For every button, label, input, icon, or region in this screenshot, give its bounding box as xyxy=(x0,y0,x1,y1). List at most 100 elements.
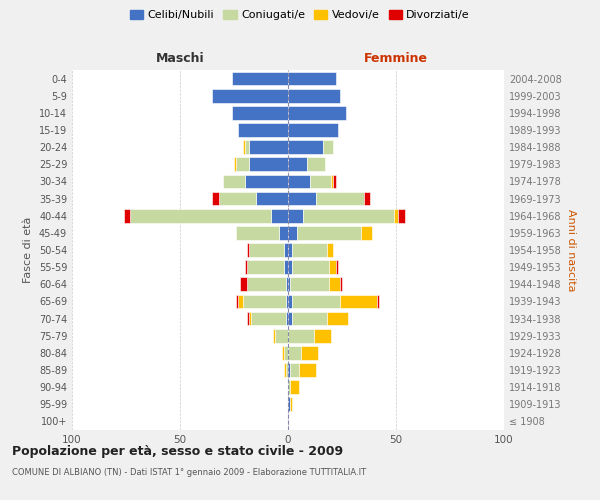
Bar xyxy=(364,192,370,205)
Bar xyxy=(245,174,288,188)
Bar xyxy=(323,140,334,154)
Bar xyxy=(292,294,340,308)
Bar xyxy=(212,192,219,205)
Y-axis label: Anni di nascita: Anni di nascita xyxy=(566,209,575,291)
Bar xyxy=(288,278,290,291)
Bar xyxy=(275,329,288,342)
Bar xyxy=(288,106,346,120)
Bar xyxy=(249,312,251,326)
Bar xyxy=(286,363,288,377)
Bar xyxy=(290,380,299,394)
Bar xyxy=(232,106,288,120)
Bar xyxy=(288,192,316,205)
Bar xyxy=(247,312,249,326)
Y-axis label: Fasce di età: Fasce di età xyxy=(23,217,33,283)
Bar xyxy=(288,398,290,411)
Bar xyxy=(290,398,292,411)
Bar xyxy=(292,260,329,274)
Bar xyxy=(288,123,338,137)
Bar xyxy=(307,158,325,171)
Bar xyxy=(288,243,292,257)
Bar xyxy=(284,346,288,360)
Legend: Celibi/Nubili, Coniugati/e, Vedovi/e, Divorziati/e: Celibi/Nubili, Coniugati/e, Vedovi/e, Di… xyxy=(125,6,475,25)
Bar xyxy=(256,192,288,205)
Bar xyxy=(335,260,338,274)
Bar xyxy=(286,278,288,291)
Bar xyxy=(130,209,271,222)
Bar xyxy=(249,243,284,257)
Bar xyxy=(249,158,288,171)
Bar xyxy=(284,260,288,274)
Bar xyxy=(329,260,335,274)
Bar xyxy=(327,312,349,326)
Bar xyxy=(245,140,249,154)
Bar xyxy=(241,278,247,291)
Bar xyxy=(273,329,275,342)
Bar xyxy=(327,243,334,257)
Bar xyxy=(290,278,329,291)
Bar xyxy=(288,158,307,171)
Bar xyxy=(236,158,249,171)
Bar xyxy=(288,226,296,239)
Bar xyxy=(247,243,249,257)
Bar xyxy=(212,89,288,102)
Bar xyxy=(219,192,256,205)
Bar xyxy=(292,312,327,326)
Bar xyxy=(340,294,377,308)
Bar xyxy=(288,294,292,308)
Bar xyxy=(251,312,286,326)
Bar xyxy=(377,294,379,308)
Bar xyxy=(242,140,245,154)
Bar xyxy=(329,278,340,291)
Bar xyxy=(286,312,288,326)
Bar xyxy=(288,140,323,154)
Text: Femmine: Femmine xyxy=(364,52,428,65)
Bar xyxy=(288,312,292,326)
Bar xyxy=(288,260,292,274)
Text: Maschi: Maschi xyxy=(155,52,205,65)
Bar xyxy=(238,294,242,308)
Bar xyxy=(288,72,335,86)
Bar xyxy=(242,294,286,308)
Bar xyxy=(271,209,288,222)
Bar xyxy=(281,346,284,360)
Bar xyxy=(288,209,303,222)
Bar xyxy=(288,89,340,102)
Bar xyxy=(296,226,361,239)
Bar xyxy=(301,346,318,360)
Bar xyxy=(236,226,280,239)
Bar xyxy=(288,380,290,394)
Bar xyxy=(284,363,286,377)
Bar xyxy=(284,243,288,257)
Bar xyxy=(124,209,130,222)
Bar xyxy=(247,260,284,274)
Bar xyxy=(286,294,288,308)
Bar xyxy=(398,209,404,222)
Bar xyxy=(236,294,238,308)
Bar xyxy=(290,363,299,377)
Bar xyxy=(292,243,327,257)
Bar xyxy=(247,278,286,291)
Text: COMUNE DI ALBIANO (TN) - Dati ISTAT 1° gennaio 2009 - Elaborazione TUTTITALIA.IT: COMUNE DI ALBIANO (TN) - Dati ISTAT 1° g… xyxy=(12,468,366,477)
Bar xyxy=(303,209,394,222)
Bar xyxy=(288,329,314,342)
Bar xyxy=(238,123,288,137)
Bar xyxy=(340,278,342,291)
Bar xyxy=(288,346,301,360)
Bar xyxy=(232,72,288,86)
Bar xyxy=(288,174,310,188)
Bar xyxy=(394,209,398,222)
Bar xyxy=(249,140,288,154)
Bar xyxy=(314,329,331,342)
Bar xyxy=(310,174,331,188)
Bar xyxy=(245,260,247,274)
Bar xyxy=(334,174,335,188)
Bar xyxy=(288,363,290,377)
Text: Popolazione per età, sesso e stato civile - 2009: Popolazione per età, sesso e stato civil… xyxy=(12,445,343,458)
Bar xyxy=(280,226,288,239)
Bar xyxy=(234,158,236,171)
Bar xyxy=(223,174,245,188)
Bar xyxy=(316,192,364,205)
Bar xyxy=(299,363,316,377)
Bar xyxy=(361,226,372,239)
